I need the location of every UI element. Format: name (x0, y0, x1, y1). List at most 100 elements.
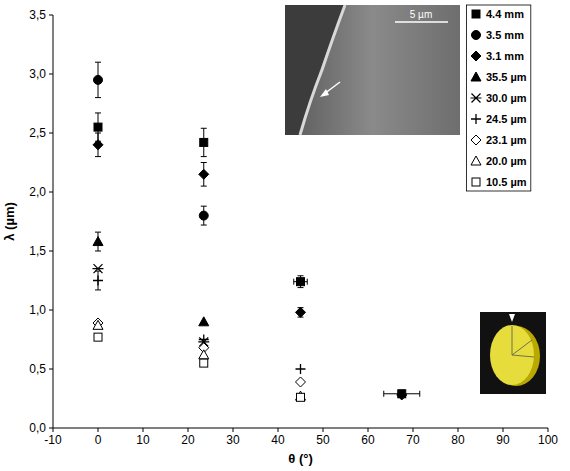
legend-label: 3.1 mm (486, 50, 524, 62)
series (94, 62, 209, 225)
legend-marker (472, 31, 481, 40)
disk-line (512, 340, 532, 355)
x-tick (98, 428, 99, 432)
legend-marker (471, 135, 481, 145)
series (93, 133, 407, 400)
y-tick (49, 428, 53, 429)
marker (93, 237, 103, 246)
x-tick (368, 428, 369, 432)
marker (93, 320, 103, 329)
x-tick (188, 428, 189, 432)
series (93, 232, 209, 326)
marker (297, 278, 305, 286)
x-axis-title: θ (°) (288, 451, 313, 466)
marker (199, 211, 208, 220)
y-tick-label: 1,0 (29, 303, 46, 317)
y-axis (53, 15, 54, 428)
y-tick-label: 3,5 (29, 8, 46, 22)
sem-dark-region (285, 5, 345, 135)
series (93, 318, 306, 387)
marker (296, 307, 306, 317)
series (93, 271, 306, 374)
y-tick-label: 2,5 (29, 126, 46, 140)
series (94, 333, 305, 401)
marker (200, 138, 208, 146)
marker (199, 317, 209, 326)
sem-image (285, 5, 460, 135)
x-axis (53, 428, 548, 429)
scale-label: 5 µm (410, 9, 432, 20)
x-tick (413, 428, 414, 432)
x-tick-label: 10 (136, 433, 150, 447)
y-tick-label: 0,0 (29, 421, 46, 435)
plot-area (93, 62, 420, 401)
legend-marker (471, 156, 481, 165)
y-axis-title: λ (µm) (2, 202, 17, 241)
x-error-bar (294, 279, 308, 285)
legend-label: 4.4 mm (486, 8, 524, 20)
marker (297, 393, 305, 401)
disk-background (480, 312, 546, 394)
y-tick (49, 251, 53, 252)
disk-inset (480, 312, 546, 394)
y-tick-label: 2,0 (29, 185, 46, 199)
scale-bar (395, 21, 448, 23)
x-tick (548, 428, 549, 432)
legend-marker (471, 94, 482, 103)
x-tick-label: 30 (226, 433, 240, 447)
legend-label: 30.0 µm (486, 92, 527, 104)
marker (93, 276, 103, 286)
disk-line (512, 326, 513, 355)
y-tick-label: 3,0 (29, 67, 46, 81)
marker (199, 169, 209, 179)
legend-label: 10.5 µm (486, 176, 527, 188)
marker (200, 359, 208, 367)
legend-label: 35.5 µm (486, 71, 527, 83)
marker (199, 350, 209, 359)
disk-arrow (509, 314, 515, 322)
sem-edge (300, 5, 345, 135)
x-tick (278, 428, 279, 432)
x-tick-label: 90 (496, 433, 510, 447)
x-tick-label: 70 (406, 433, 420, 447)
legend-marker (471, 72, 481, 81)
arrow-head (320, 89, 329, 97)
x-tick-label: 40 (271, 433, 285, 447)
x-tick (233, 428, 234, 432)
x-tick-label: 60 (361, 433, 375, 447)
marker (296, 364, 306, 374)
marker (94, 333, 102, 341)
legend-label: 3.5 mm (486, 29, 524, 41)
x-tick (143, 428, 144, 432)
marker (94, 123, 102, 131)
marker (397, 390, 407, 400)
disk-line (512, 355, 534, 357)
legend-marker (471, 114, 481, 124)
y-error-bar (201, 128, 207, 156)
marker (93, 140, 103, 150)
y-error-bar (298, 276, 304, 288)
x-tick-label: 50 (316, 433, 330, 447)
y-tick (49, 310, 53, 311)
sem-inset: 5 µm (285, 5, 460, 135)
x-tick-label: 20 (181, 433, 195, 447)
y-tick-label: 0,5 (29, 362, 46, 376)
y-tick (49, 15, 53, 16)
series (93, 320, 306, 400)
x-tick (323, 428, 324, 432)
y-tick (49, 133, 53, 134)
x-tick-label: 100 (538, 433, 558, 447)
y-tick-label: 1,5 (29, 244, 46, 258)
legend-frame (467, 5, 531, 191)
chart: 5 µm-1001020304050607080901000,00,51,01,… (0, 0, 570, 471)
y-tick (49, 192, 53, 193)
legend-marker (472, 10, 480, 18)
legend-marker (472, 178, 480, 186)
marker (94, 75, 103, 84)
disk-face (490, 325, 534, 385)
x-tick (458, 428, 459, 432)
y-tick (49, 74, 53, 75)
legend: 4.4 mm3.5 mm3.1 mm35.5 µm30.0 µm24.5 µm2… (467, 5, 531, 191)
y-tick (49, 369, 53, 370)
legend-marker (471, 51, 481, 61)
